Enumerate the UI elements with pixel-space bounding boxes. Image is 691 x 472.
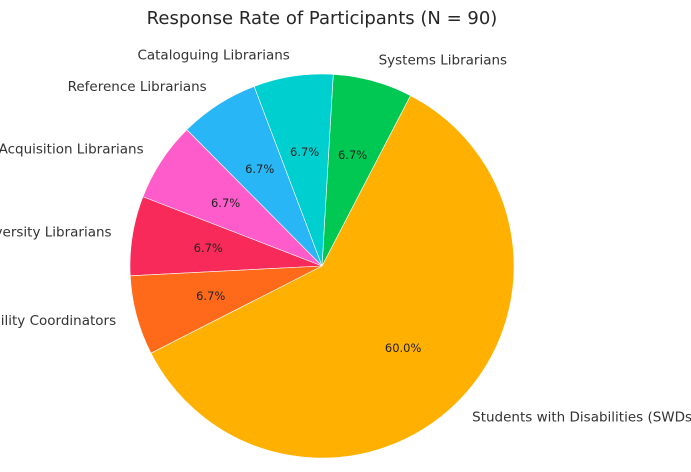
slice-percent-label: 6.7% [338,148,367,162]
category-labels: Students with Disabilities (SWDs) Systems… [0,47,691,425]
chart-title: Response Rate of Participants (N = 90) [147,8,498,29]
slice-percent-label: 60.0% [385,341,422,355]
slice-percent-label: 6.7% [245,162,274,176]
pie-slice [150,95,515,459]
slice-category-label: Cataloguing Librarians [137,47,289,63]
slice-category-label: Disability Coordinators [0,313,116,329]
slice-category-label: Systems Librarians [379,53,508,69]
slice-percent-label: 6.7% [194,241,223,255]
pie-slice [129,265,323,354]
slice-percent-label: 6.7% [290,145,319,159]
slice-category-label: Reference Librarians [68,79,207,95]
slice-percent-label: 6.7% [211,196,240,210]
slice-category-label: Acquisition Librarians [0,141,144,157]
slice-category-label: Students with Disabilities (SWDs) [472,409,691,425]
slice-category-label: University Librarians [0,224,112,240]
pie-slices [129,73,515,459]
slice-percent-label: 6.7% [196,289,225,303]
percent-labels: 60.0% 6.7% 6.7% 6.7% 6.7% 6.7% 6.7% [194,145,422,355]
